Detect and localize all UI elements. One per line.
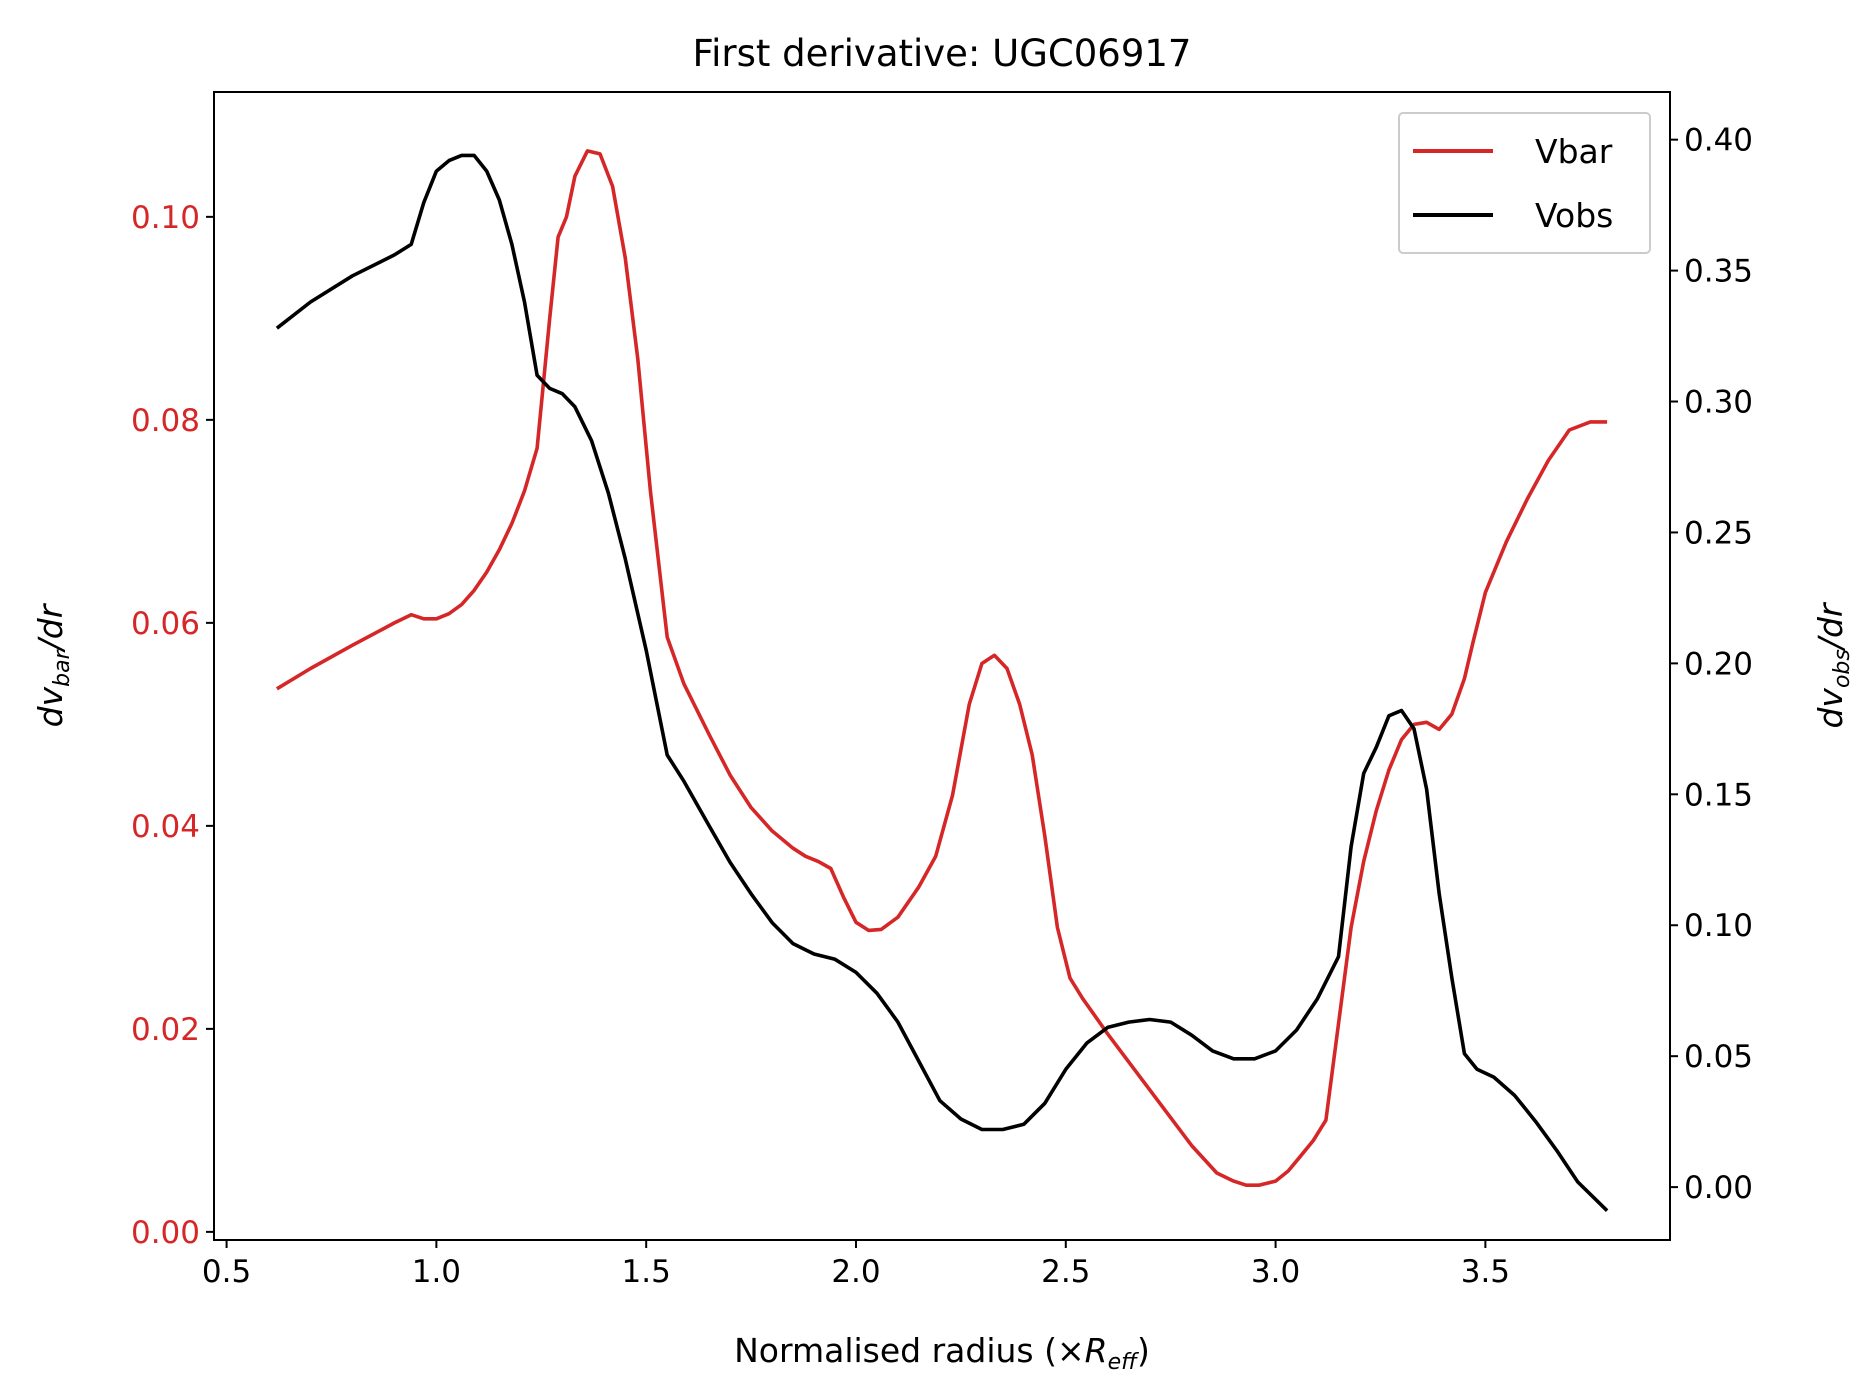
x-tick-label: 1.5 [622, 1254, 671, 1290]
x-tick-label: 3.5 [1461, 1254, 1510, 1290]
x-tick-label: 3.0 [1251, 1254, 1300, 1290]
series-line-vobs [275, 153, 1609, 1212]
legend: Vbar Vobs [1398, 112, 1651, 254]
legend-label-vobs: Vobs [1535, 196, 1613, 235]
y-right-tick-label: 0.35 [1684, 254, 1753, 290]
y-right-tick-label: 0.40 [1684, 123, 1753, 159]
x-tick-label: 0.5 [202, 1254, 251, 1290]
y-right-tick-label: 0.00 [1684, 1170, 1753, 1206]
y-right-tick-label: 0.30 [1684, 385, 1753, 421]
x-tick-label: 2.0 [831, 1254, 880, 1290]
series-layer [275, 149, 1609, 1212]
y-left-tick-label: 0.06 [131, 606, 200, 642]
plot-frame [213, 91, 1671, 1241]
y-right-tick-label: 0.25 [1684, 515, 1753, 551]
series-line-vbar [275, 149, 1608, 1187]
y-axis-right-label: dvobs/dr [1811, 601, 1855, 728]
y-right-tick-label: 0.05 [1684, 1039, 1753, 1075]
y-right-tick-label: 0.15 [1684, 777, 1753, 813]
chart-title: First derivative: UGC06917 [693, 32, 1192, 75]
axes-layer [213, 91, 1671, 1241]
y-left-tick-label: 0.00 [131, 1215, 200, 1251]
x-axis-label: Normalised radius (×Reff) [734, 1331, 1150, 1375]
ticks-layer: 0.5 1.0 1.5 2.0 2.5 3.0 3.5 0.00 0.02 0.04 0.06 0.0… [131, 123, 1753, 1290]
y-left-tick-label: 0.10 [131, 200, 200, 236]
y-axis-left-label: dvbar/dr [31, 602, 75, 727]
x-tick-label: 2.5 [1041, 1254, 1090, 1290]
y-right-tick-label: 0.10 [1684, 908, 1753, 944]
y-left-tick-label: 0.04 [131, 809, 200, 845]
legend-label-vbar: Vbar [1535, 132, 1613, 171]
legend-box [1398, 112, 1651, 254]
y-left-tick-label: 0.02 [131, 1012, 200, 1048]
x-tick-label: 1.0 [412, 1254, 461, 1290]
y-left-tick-label: 0.08 [131, 403, 200, 439]
y-right-tick-label: 0.20 [1684, 646, 1753, 682]
